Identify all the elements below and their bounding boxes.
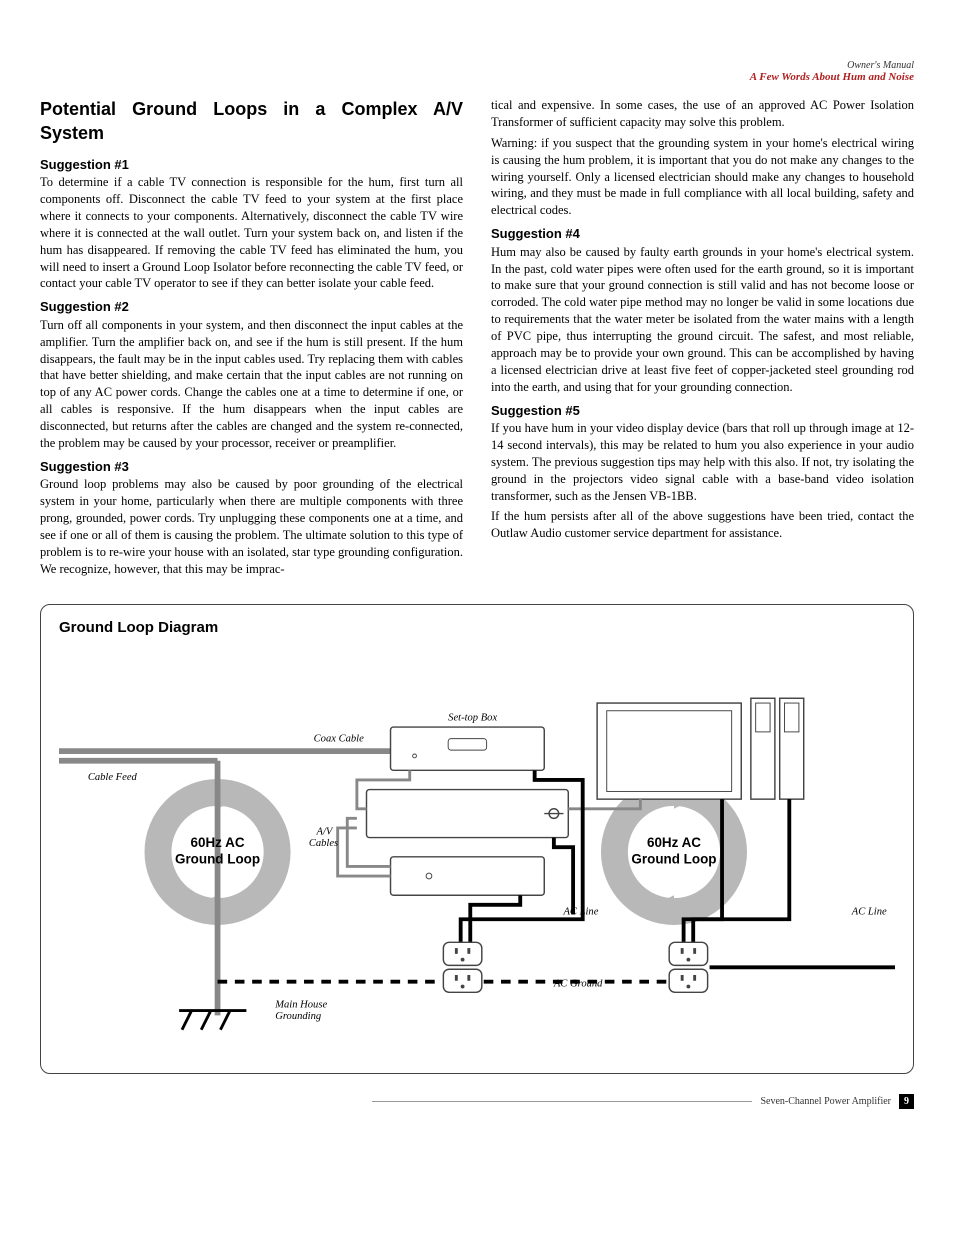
header-meta: Owner's Manual A Few Words About Hum and… [40,60,914,83]
suggestion-4-head: Suggestion #4 [491,225,914,243]
outlet-right [669,942,707,992]
body-columns: Potential Ground Loops in a Complex A/V … [40,97,914,582]
suggestion-5-head: Suggestion #5 [491,402,914,420]
suggestion-5-body: If you have hum in your video display de… [491,420,914,504]
loop-right-label-2: Ground Loop [631,851,716,866]
owners-manual-label: Owner's Manual [40,60,914,71]
suggestion-1-body: To determine if a cable TV connection is… [40,174,463,292]
label-coax: Coax Cable [314,733,364,744]
page-number: 9 [899,1094,914,1109]
av-box-mid [366,789,568,837]
suggestion-3-warning: Warning: if you suspect that the groundi… [491,135,914,219]
suggestion-3-head: Suggestion #3 [40,458,463,476]
suggestion-2-head: Suggestion #2 [40,298,463,316]
label-settop: Set-top Box [448,712,497,723]
suggestion-1-head: Suggestion #1 [40,156,463,174]
footer: Seven-Channel Power Amplifier 9 [40,1094,914,1109]
label-main-ground-1: Main House [274,999,327,1010]
suggestion-5-persist: If the hum persists after all of the abo… [491,508,914,542]
ground-loop-diagram: Ground Loop Diagram [40,604,914,1074]
label-ac-line-l: AC Line [562,906,598,917]
outlet-left [443,942,481,992]
label-ac-line-r: AC Line [851,906,887,917]
suggestion-2-body: Turn off all components in your system, … [40,317,463,452]
diagram-title: Ground Loop Diagram [59,619,895,636]
section-label: A Few Words About Hum and Noise [40,71,914,83]
speakers [751,698,804,799]
suggestion-3-body: Ground loop problems may also be caused … [40,476,463,577]
diagram-svg: Cable Feed Coax Cable Set-top Box A/V Ca… [59,642,895,1062]
av-box-bottom [391,856,545,894]
footer-rule [372,1101,752,1102]
label-av-cables-1: A/V [316,826,334,837]
label-ac-ground: AC Ground [553,978,603,989]
loop-right-label-1: 60Hz AC [647,835,701,850]
tv-display [597,703,741,799]
page-title: Potential Ground Loops in a Complex A/V … [40,97,463,146]
loop-left-label-2: Ground Loop [175,851,260,866]
suggestion-4-body: Hum may also be caused by faulty earth g… [491,244,914,396]
earth-ground-icon [179,1010,246,1029]
label-main-ground-2: Grounding [275,1011,321,1022]
suggestion-3-cont: tical and expensive. In some cases, the … [491,97,914,131]
loop-left-label-1: 60Hz AC [191,835,245,850]
footer-product: Seven-Channel Power Amplifier [760,1096,891,1107]
settop-box [391,727,545,770]
label-av-cables-2: Cables [309,838,338,849]
label-cable-feed: Cable Feed [88,772,138,783]
